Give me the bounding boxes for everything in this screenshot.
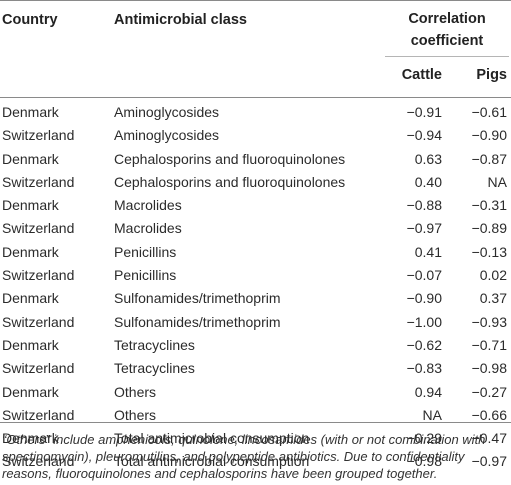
table-row: Denmark Aminoglycosides −0.91 −0.61 — [0, 101, 511, 124]
cell-country: Switzerland — [2, 173, 75, 190]
cell-class: Aminoglycosides — [114, 104, 220, 120]
cell-class: Macrolides — [114, 220, 182, 237]
cell-cattle: −0.88 — [406, 197, 442, 214]
cell-country: Switzerland — [2, 220, 75, 237]
table-row: Switzerland Macrolides −0.97 −0.89 — [0, 217, 511, 240]
cell-pigs: −0.27 — [471, 383, 507, 400]
header-correlation-coefficient: Correlation coefficient — [408, 11, 486, 49]
header-antimicrobial-class: Antimicrobial class — [114, 12, 247, 28]
cell-cattle: −0.91 — [406, 104, 442, 120]
cell-pigs: −0.93 — [471, 313, 507, 330]
table-footnote: “Others” include amphenicols, quinolone,… — [2, 432, 486, 481]
cell-pigs: −0.13 — [471, 243, 507, 260]
header-cattle: Cattle — [401, 67, 442, 83]
cell-cattle: −0.97 — [406, 220, 442, 237]
cell-class: Tetracyclines — [114, 360, 195, 377]
cell-class: Cephalosporins and fluoroquinolones — [114, 150, 346, 167]
cell-pigs: −0.89 — [471, 220, 507, 237]
cell-class: Penicillins — [114, 267, 177, 284]
cell-country: Switzerland — [2, 267, 75, 284]
cell-country: Switzerland — [2, 453, 75, 470]
table-row: Denmark Sulfonamides/trimethoprim −0.90 … — [0, 287, 511, 310]
cell-cattle: −0.29 — [406, 430, 442, 447]
table-row: Denmark Macrolides −0.88 −0.31 — [0, 194, 511, 217]
cell-cattle: NA — [422, 406, 442, 423]
table-row: Switzerland Total antimicrobial consumpt… — [0, 450, 511, 473]
cell-country: Denmark — [2, 383, 59, 400]
cell-country: Switzerland — [2, 360, 75, 377]
cell-country: Denmark — [2, 104, 59, 120]
cell-pigs: −0.47 — [471, 430, 507, 447]
table-top-rule — [0, 0, 511, 1]
cell-country: Denmark — [2, 243, 59, 260]
cell-pigs: −0.31 — [471, 197, 507, 214]
cell-country: Denmark — [2, 150, 59, 167]
cell-pigs: −0.87 — [471, 150, 507, 167]
cell-cattle: −1.00 — [406, 313, 442, 330]
cell-class: Aminoglycosides — [114, 127, 220, 144]
cell-class: Total antimicrobial consumption — [114, 453, 310, 470]
cell-country: Denmark — [2, 430, 59, 447]
cell-cattle: −0.94 — [406, 127, 442, 144]
cell-cattle: 0.94 — [414, 383, 442, 400]
cell-cattle: 0.40 — [414, 173, 442, 190]
cell-pigs: −0.61 — [471, 104, 507, 120]
cell-country: Switzerland — [2, 313, 75, 330]
cell-country: Switzerland — [2, 406, 75, 423]
cell-country: Denmark — [2, 197, 59, 214]
cell-pigs: 0.02 — [479, 267, 507, 284]
table-row: Switzerland Tetracyclines −0.83 −0.98 — [0, 357, 511, 380]
cell-class: Sulfonamides/trimethoprim — [114, 290, 281, 307]
table-row: Switzerland Aminoglycosides −0.94 −0.90 — [0, 124, 511, 147]
cell-class: Penicillins — [114, 243, 177, 260]
cell-cattle: −0.83 — [406, 360, 442, 377]
header-bottom-rule — [0, 97, 511, 98]
cell-pigs: −0.66 — [471, 406, 507, 423]
cell-class: Total antimicrobial consumption — [114, 430, 310, 447]
table-row: Denmark Cephalosporins and fluoroquinolo… — [0, 148, 511, 171]
table-row: Switzerland Penicillins −0.07 0.02 — [0, 264, 511, 287]
cell-class: Tetracyclines — [114, 336, 195, 353]
cell-pigs: NA — [487, 173, 507, 190]
cell-country: Denmark — [2, 336, 59, 353]
table-row: Denmark Penicillins 0.41 −0.13 — [0, 241, 511, 264]
cell-cattle: 0.63 — [414, 150, 442, 167]
cell-class: Others — [114, 383, 157, 400]
cell-cattle: 0.41 — [414, 243, 442, 260]
table-row: Denmark Tetracyclines −0.62 −0.71 — [0, 334, 511, 357]
cell-cattle: −0.98 — [406, 453, 442, 470]
cell-class: Sulfonamides/trimethoprim — [114, 313, 281, 330]
cell-class: Macrolides — [114, 197, 182, 214]
header-country: Country — [2, 12, 58, 28]
table-bottom-rule — [0, 422, 511, 423]
cell-pigs: 0.37 — [479, 290, 507, 307]
cell-cattle: −0.90 — [406, 290, 442, 307]
cell-pigs: −0.90 — [471, 127, 507, 144]
cell-cattle: −0.07 — [406, 267, 442, 284]
header-pigs: Pigs — [476, 67, 507, 83]
cell-country: Denmark — [2, 290, 59, 307]
cell-pigs: −0.97 — [471, 453, 507, 470]
cell-pigs: −0.71 — [471, 336, 507, 353]
table-row: Denmark Total antimicrobial consumption … — [0, 427, 511, 450]
cell-class: Cephalosporins and fluoroquinolones — [114, 173, 346, 190]
cell-country: Switzerland — [2, 127, 75, 144]
cell-cattle: −0.62 — [406, 336, 442, 353]
table-body: Denmark Aminoglycosides −0.91 −0.61 Swit… — [0, 101, 511, 474]
header-group-rule — [385, 56, 509, 57]
cell-class: Others — [114, 406, 157, 423]
table-row: Switzerland Sulfonamides/trimethoprim −1… — [0, 311, 511, 334]
table-row: Switzerland Cephalosporins and fluoroqui… — [0, 171, 511, 194]
table-row: Denmark Others 0.94 −0.27 — [0, 381, 511, 404]
table-row: Switzerland Others NA −0.66 — [0, 404, 511, 427]
cell-pigs: −0.98 — [471, 360, 507, 377]
